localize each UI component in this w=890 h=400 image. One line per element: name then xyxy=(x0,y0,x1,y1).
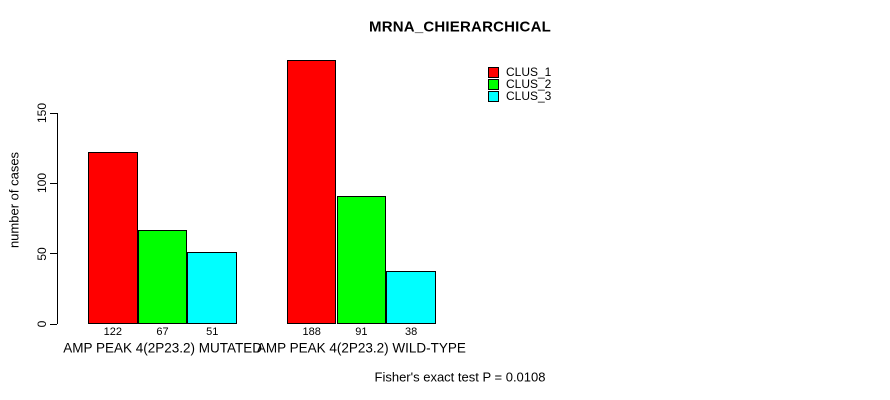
bar-clus_1-group1 xyxy=(88,152,138,324)
bar-clus_2-group2 xyxy=(336,196,387,324)
bar-value-label: 122 xyxy=(103,326,122,338)
legend: CLUS_1 CLUS_2 CLUS_3 xyxy=(488,66,551,102)
bar-clus_2-group1 xyxy=(137,230,188,324)
bar-clus_1-group2 xyxy=(286,60,337,324)
legend-label: CLUS_1 xyxy=(506,65,552,79)
legend-item-clus_3: CLUS_3 xyxy=(488,90,551,102)
bar-value-label: 188 xyxy=(302,326,321,338)
legend-item-clus_2: CLUS_2 xyxy=(488,78,551,90)
y-tick xyxy=(50,253,57,255)
pvalue-annotation: Fisher's exact test P = 0.0108 xyxy=(374,369,546,385)
y-axis-line xyxy=(57,113,58,324)
legend-swatch-clus_1 xyxy=(488,66,499,78)
legend-label: CLUS_3 xyxy=(506,89,552,103)
legend-label: CLUS_2 xyxy=(506,77,552,91)
y-tick xyxy=(50,112,57,114)
bar-clus_3-group1 xyxy=(187,252,238,324)
y-tick-label: 100 xyxy=(35,173,49,194)
y-tick xyxy=(50,323,57,325)
chart-title: MRNA_CHIERARCHICAL xyxy=(369,18,551,36)
y-tick-label: 150 xyxy=(35,102,49,124)
x-category-label: AMP PEAK 4(2P23.2) WILD-TYPE xyxy=(256,340,466,356)
legend-swatch-clus_2 xyxy=(488,78,499,90)
bar-value-label: 51 xyxy=(206,326,219,338)
legend-item-clus_1: CLUS_1 xyxy=(488,66,551,78)
x-category-label: AMP PEAK 4(2P23.2) MUTATED xyxy=(63,340,262,356)
y-tick-label: 0 xyxy=(35,320,49,328)
bar-value-label: 38 xyxy=(404,326,418,338)
legend-swatch-clus_3 xyxy=(488,90,499,102)
bar-value-label: 91 xyxy=(355,326,368,338)
y-tick xyxy=(50,182,57,184)
y-tick-label: 50 xyxy=(35,246,49,261)
bar-value-label: 67 xyxy=(156,326,169,338)
bar-clus_3-group2 xyxy=(386,271,436,324)
